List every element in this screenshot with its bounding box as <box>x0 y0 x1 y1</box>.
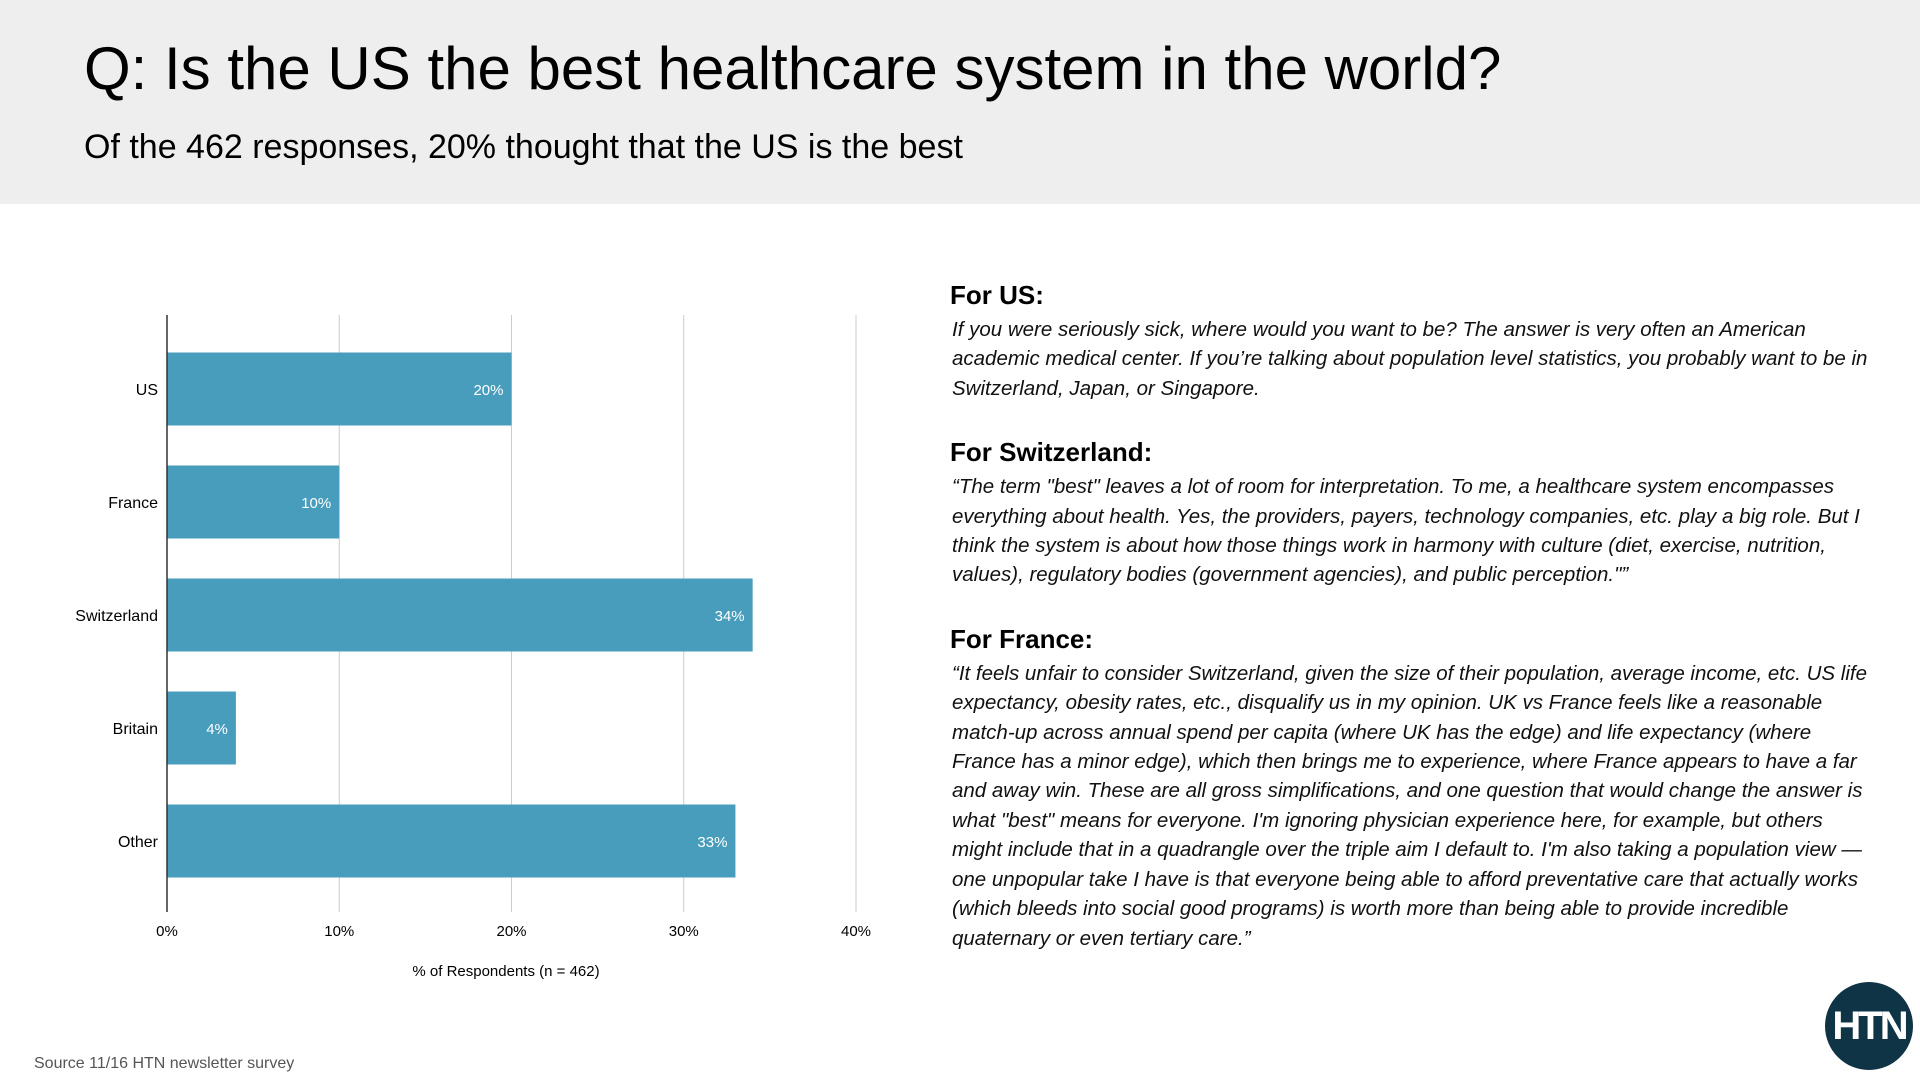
category-label: US <box>136 382 158 399</box>
bar-us <box>167 352 512 426</box>
bar-france <box>167 465 340 539</box>
logo-text: HTN <box>1832 1003 1908 1048</box>
x-axis-title: % of Respondents (n = 462) <box>412 963 599 980</box>
bar-chart: 0% 10% 20% 30% 40% 20% US 10% France 34% Switzerla… <box>75 315 871 980</box>
htn-logo: HTN <box>1825 982 1913 1070</box>
data-label: 20% <box>473 382 503 399</box>
x-tick-label: 20% <box>496 923 526 940</box>
comment-quote: If you were seriously sick, where would … <box>952 318 1868 400</box>
comments-panel: For US: If you were seriously sick, wher… <box>946 280 1876 987</box>
bar-switzerland <box>167 578 753 652</box>
data-label: 4% <box>206 721 228 738</box>
comment-heading: For US: <box>950 280 1044 310</box>
source-note: Source 11/16 HTN newsletter survey <box>34 1055 295 1072</box>
x-tick-label: 10% <box>324 923 354 940</box>
comment-heading: For Switzerland: <box>950 437 1153 468</box>
category-label: Other <box>118 834 159 851</box>
comment-heading: For France: <box>950 623 1094 654</box>
page-subtitle: Of the 462 responses, 20% thought that t… <box>84 128 963 166</box>
bar-other <box>167 804 736 878</box>
x-tick-label: 40% <box>841 923 871 940</box>
category-label: France <box>108 495 158 512</box>
comment-quote: “The term "best" leaves a lot of room fo… <box>952 475 1860 587</box>
x-tick-label: 0% <box>156 923 178 940</box>
comment-quote: “It feels unfair to consider Switzerland… <box>952 661 1868 950</box>
category-label: Switzerland <box>75 608 158 625</box>
data-label: 33% <box>697 834 727 851</box>
category-label: Britain <box>113 721 158 738</box>
comment-france: For France: “It feels unfair to consider… <box>946 624 1876 953</box>
bar-britain <box>167 691 236 765</box>
header: Q: Is the US the best healthcare system … <box>0 0 1920 204</box>
x-tick-label: 30% <box>669 923 699 940</box>
comment-us: For US: If you were seriously sick, wher… <box>946 280 1876 403</box>
data-label: 10% <box>301 495 331 512</box>
comment-switzerland: For Switzerland: “The term "best" leaves… <box>946 437 1876 590</box>
page-title: Q: Is the US the best healthcare system … <box>84 35 1502 102</box>
data-label: 34% <box>715 608 745 625</box>
